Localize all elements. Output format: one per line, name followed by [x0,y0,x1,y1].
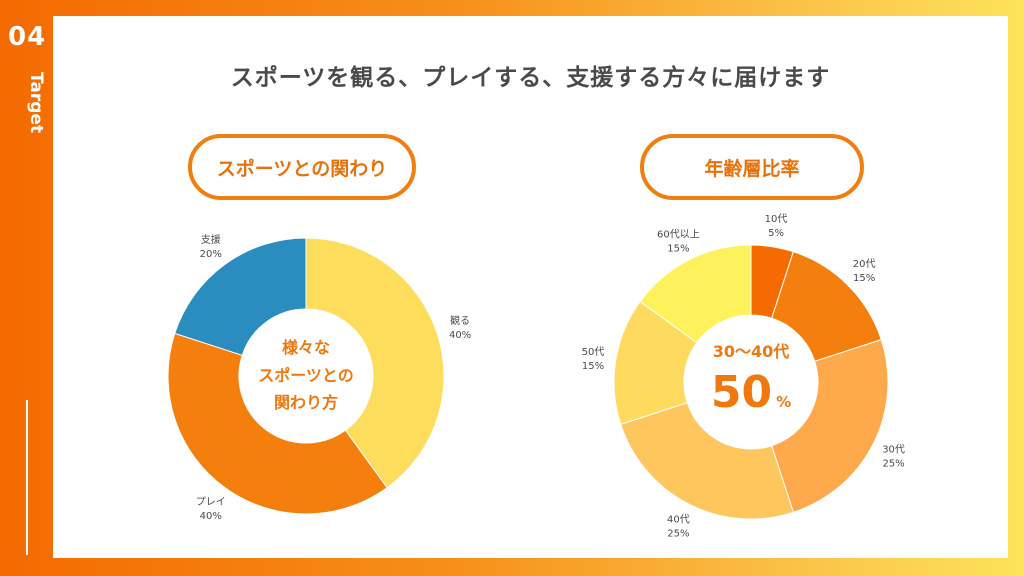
left-center-line-2: スポーツとの [258,366,354,385]
involvement-category-label-2: プレイ [196,496,226,508]
involvement-slice-2 [167,332,388,515]
sidebar-divider [26,400,28,555]
age-value-label-4: 25% [667,529,689,540]
age-value-label-5: 15% [582,361,604,372]
age-donut-chart: 10代 5% 20代 15% 30代 25% 40代 25% 50代 15% 60代以上 15% [582,213,905,540]
age-category-label-4: 40代 [667,514,690,526]
age-slice-4 [620,402,794,520]
age-slice-6 [639,244,752,344]
involvement-donut-chart: 観る 40% プレイ 40% 支援 20% [167,233,471,522]
involvement-slice-1 [305,237,445,489]
age-value-label-6: 15% [667,243,689,254]
age-value-label-2: 15% [853,273,875,284]
left-chart-title: スポーツとの関わり [188,134,416,200]
right-center-percent: 50 [711,367,772,418]
involvement-category-label-3: 支援 [201,233,221,246]
svg-text:50%: 50% [711,367,791,418]
age-category-label-6: 60代以上 [657,228,700,240]
age-category-label-2: 20代 [853,258,876,270]
age-slice-3 [771,339,889,513]
right-chart-title: 年齢層比率 [640,134,864,200]
age-category-label-1: 10代 [765,213,788,225]
right-center-unit: % [776,393,791,411]
right-center-age: 30〜40代 [713,342,790,361]
involvement-slice-3 [174,237,307,356]
involvement-category-label-1: 観る [450,314,470,327]
left-center-line-3: 関わり方 [274,393,338,412]
age-value-label-3: 25% [882,459,904,470]
involvement-value-label-1: 40% [449,330,471,341]
section-label: Target [26,72,46,134]
involvement-value-label-2: 40% [200,511,222,522]
age-value-label-1: 5% [768,228,784,239]
section-number: 04 [8,22,47,52]
left-center-line-1: 様々な [282,338,330,357]
involvement-value-label-3: 20% [200,249,222,260]
age-category-label-5: 50代 [582,346,605,358]
page-headline: スポーツを観る、プレイする、支援する方々に届けます [230,65,831,91]
age-category-label-3: 30代 [882,444,905,456]
